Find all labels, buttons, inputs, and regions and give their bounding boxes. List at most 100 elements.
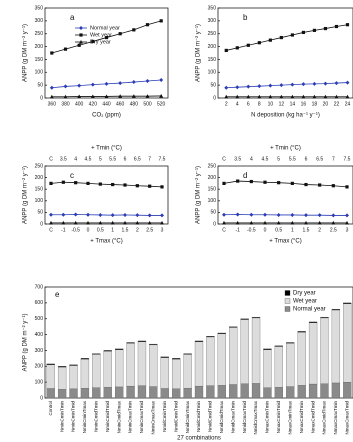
series-line xyxy=(223,214,347,216)
x-tick-label: NmaxCmidTmin xyxy=(299,401,304,434)
x-tick-label: 2.5 xyxy=(330,227,337,233)
bar-segment xyxy=(149,386,158,399)
y-tick-label: 150 xyxy=(208,187,217,193)
marker xyxy=(63,47,68,51)
marker xyxy=(345,23,350,27)
marker xyxy=(257,84,262,89)
bar-segment xyxy=(137,385,147,399)
bar-segment xyxy=(69,365,78,389)
marker xyxy=(145,23,150,27)
bar-segment xyxy=(103,351,112,388)
marker xyxy=(290,212,295,217)
bar-segment xyxy=(183,388,192,399)
bar-segment xyxy=(80,358,90,389)
y-tick-label: 150 xyxy=(35,187,44,193)
marker xyxy=(246,84,251,89)
bar-segment xyxy=(115,348,124,350)
x-tick-label: 500 xyxy=(143,101,152,107)
x2-axis-label: + Tmin (°C) xyxy=(91,146,122,152)
marker xyxy=(61,220,66,225)
marker xyxy=(132,28,136,32)
bar-segment xyxy=(251,316,261,319)
x2-tick-label: 7 xyxy=(148,156,151,162)
x-tick-label: 14 xyxy=(290,101,296,107)
x2-tick-label: 3.5 xyxy=(60,156,67,162)
x-axis-label: + Tmax (°C) xyxy=(269,239,301,245)
marker xyxy=(79,26,83,30)
x-tick-label: 520 xyxy=(157,101,166,107)
x-tick-label: NminCmidTmin xyxy=(94,401,99,432)
marker xyxy=(235,46,239,50)
bar-segment xyxy=(274,346,283,388)
bar-segment xyxy=(183,353,192,355)
x-tick-label: NminCmidTmax xyxy=(116,400,121,433)
marker xyxy=(279,35,283,40)
x-tick-label: 2.5 xyxy=(146,227,153,233)
bar-segment xyxy=(320,317,329,384)
x-axis-label: 27 combinations xyxy=(177,436,221,442)
marker xyxy=(235,212,240,217)
marker xyxy=(135,184,139,188)
x2-tick-label: 6 xyxy=(124,156,127,162)
x-tick-label: NmidCminTmid xyxy=(173,401,178,432)
x-tick-label: NminCmaxTmid xyxy=(139,401,144,434)
marker xyxy=(104,35,109,40)
x-tick-label: 16 xyxy=(301,101,307,107)
y-tick-label: 150 xyxy=(35,57,44,63)
x-tick-label: 1 xyxy=(291,227,294,233)
marker xyxy=(135,213,140,218)
legend-swatch xyxy=(284,290,291,296)
marker xyxy=(111,182,115,187)
bar-segment xyxy=(308,321,318,323)
marker xyxy=(49,181,53,185)
bar-segment xyxy=(206,336,215,386)
marker xyxy=(110,220,115,225)
x-tick-label: 0 xyxy=(264,227,267,233)
bar-segment xyxy=(92,354,101,388)
marker xyxy=(131,80,136,85)
x2-tick-label: 6 xyxy=(305,156,308,162)
marker xyxy=(268,83,273,88)
marker xyxy=(118,94,123,98)
panel-label: a xyxy=(70,13,75,22)
marker xyxy=(257,41,261,45)
x-tick-label: C xyxy=(222,227,226,233)
x-tick-label: 3 xyxy=(161,227,164,233)
y-tick-label: 200 xyxy=(35,44,44,50)
x-tick-label: NmidCminTmin xyxy=(162,401,167,432)
marker xyxy=(290,82,295,87)
x-tick-label: NminCmaxTmax xyxy=(151,400,156,434)
marker xyxy=(279,94,284,99)
x-tick-label: NminCmidTmid xyxy=(105,401,110,432)
y-tick-label: 50 xyxy=(37,210,43,216)
x2-tick-label: 4 xyxy=(74,156,77,162)
y-tick-label: 0 xyxy=(40,221,43,227)
marker xyxy=(98,212,103,217)
marker xyxy=(331,184,335,188)
x2-tick-label: 5.5 xyxy=(289,156,296,162)
x-tick-label: 360 xyxy=(48,101,57,107)
y-tick-label: 200 xyxy=(35,175,44,181)
bar-segment xyxy=(263,348,272,350)
marker xyxy=(61,180,65,184)
marker xyxy=(73,212,78,217)
bar-segment xyxy=(343,303,352,383)
marker xyxy=(79,33,83,37)
y-tick-label: 200 xyxy=(35,364,44,370)
bar-segment xyxy=(103,387,112,399)
legend-label: Dry year xyxy=(90,39,111,45)
marker xyxy=(276,220,281,225)
marker xyxy=(312,28,317,32)
bar-segment xyxy=(263,387,272,399)
marker xyxy=(49,94,54,99)
marker xyxy=(268,94,273,99)
panel-label: e xyxy=(55,290,60,299)
x-tick-label: -0.5 xyxy=(71,227,80,233)
y-tick-label: 150 xyxy=(208,57,217,63)
marker xyxy=(160,213,164,218)
y-tick-label: 0 xyxy=(40,95,43,101)
x-tick-label: 1 xyxy=(111,227,114,233)
y-axis-label: ANPP (g DM m⁻² y⁻¹) xyxy=(23,24,29,82)
marker xyxy=(159,93,164,98)
